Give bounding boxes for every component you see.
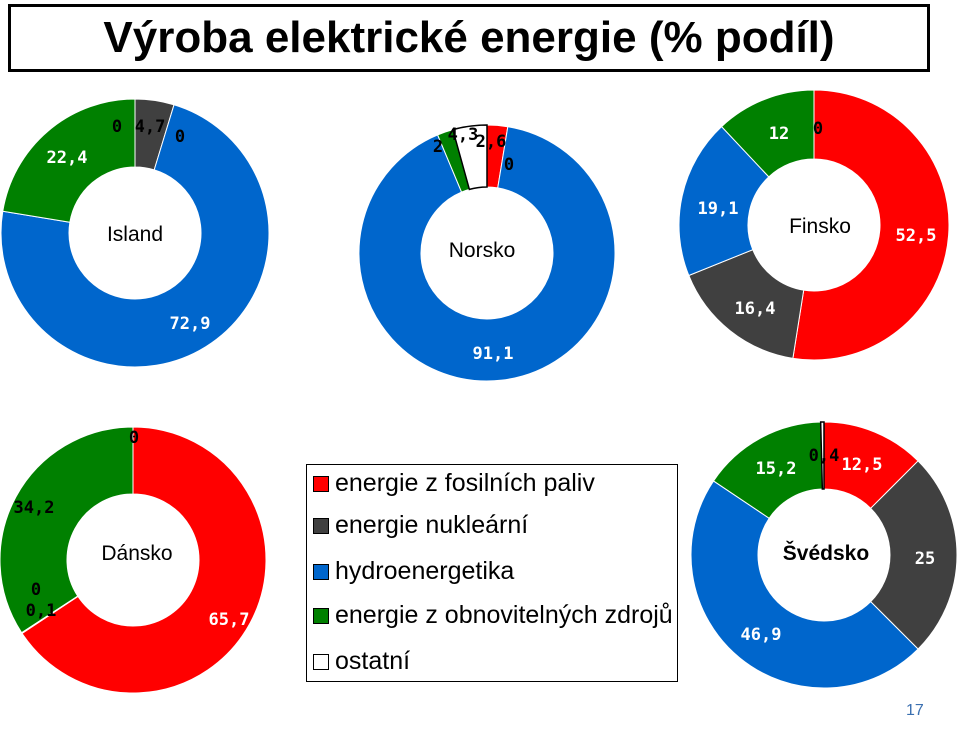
slice-svedsko-hydro (690, 480, 919, 689)
data-label-island-renewable: 22,4 (47, 148, 88, 168)
data-label-dansko-other: 0 (129, 428, 139, 448)
legend-label-nuclear: energie nukleární (335, 511, 529, 539)
slice-svedsko-nuclear (869, 460, 958, 650)
donut-norsko: Norsko 2,6 0 91,1 24,3 (358, 124, 616, 382)
data-label-norsko-other: 4,3 (448, 125, 479, 145)
page-title: Výroba elektrické energie (% podíl) (103, 13, 835, 62)
slice-norsko-other (451, 124, 488, 191)
data-label-svedsko-other: 0,4 (809, 446, 840, 466)
data-label-finsko-renewable: 12 (769, 124, 789, 144)
legend-swatch-hydro (313, 563, 329, 580)
data-label-norsko-hydro: 91,1 (473, 344, 514, 364)
donut-finsko: Finsko 52,5 16,4 19,1 12 0 (678, 89, 950, 361)
data-label-finsko-fossil: 52,5 (896, 226, 937, 246)
legend-label-other: ostatní (335, 647, 411, 675)
legend-item-fossil: energie z fosilních paliv (313, 469, 595, 498)
slice-svedsko-other (819, 421, 825, 490)
data-label-island-other: 0 (175, 127, 185, 147)
donut-island: Island 0 4,7 72,9 22,4 0 (0, 98, 270, 368)
title-box: Výroba elektrické energie (% podíl) (8, 4, 930, 72)
legend-swatch-other (313, 653, 329, 670)
donut-title-dansko: Dánsko (101, 542, 172, 565)
donut-title-norsko: Norsko (449, 239, 516, 262)
data-label-dansko-hydro: 0,1 (26, 601, 57, 621)
legend-swatch-nuclear (313, 517, 329, 534)
legend-label-renewable: energie z obnovitelných zdrojů (335, 601, 673, 629)
data-label-norsko-fossil: 2,6 (476, 132, 507, 152)
data-label-norsko-renewable: 2 (433, 137, 443, 157)
data-label-island-hydro: 72,9 (170, 314, 211, 334)
data-label-dansko-nuclear: 0 (31, 580, 41, 600)
data-label-finsko-hydro: 19,1 (698, 199, 739, 219)
legend-label-fossil: energie z fosilních paliv (335, 469, 595, 497)
data-label-finsko-nuclear: 16,4 (735, 299, 776, 319)
page-number-text: 17 (906, 702, 924, 719)
data-label-island-nuclear: 4,7 (135, 117, 166, 137)
legend-swatch-renewable (313, 607, 329, 624)
legend-item-hydro: hydroenergetika (313, 557, 514, 586)
data-label-svedsko-renewable: 15,2 (756, 459, 797, 479)
data-label-svedsko-fossil: 12,5 (842, 455, 883, 475)
data-label-norsko-nuclear: 0 (504, 155, 514, 175)
data-label-dansko-fossil: 65,7 (209, 610, 250, 630)
donut-title-island: Island (107, 223, 163, 246)
slice-finsko-fossil (792, 89, 950, 361)
legend-swatch-fossil (313, 475, 329, 492)
data-label-svedsko-hydro: 46,9 (741, 625, 782, 645)
slice-island-hydro (0, 104, 270, 368)
slice-island-renewable (2, 98, 136, 223)
legend-item-other: ostatní (313, 647, 410, 676)
legend-item-nuclear: energie nukleární (313, 511, 528, 540)
data-label-island-fossil: 0 (112, 117, 122, 137)
data-label-svedsko-nuclear: 25 (915, 549, 935, 569)
slice-dansko-fossil (21, 426, 267, 694)
slice-finsko-renewable (720, 89, 815, 178)
legend-item-renewable: energie z obnovitelných zdrojů (313, 601, 673, 630)
donut-title-svedsko: Švédsko (783, 541, 869, 565)
donut-title-finsko: Finsko (789, 215, 851, 238)
legend-label-hydro: hydroenergetika (335, 557, 515, 585)
donut-svedsko: Švédsko 12,5 25 46,9 15,2 0,4 (690, 421, 958, 689)
legend: energie z fosilních paliv energie nukleá… (306, 464, 678, 682)
data-label-dansko-renewable: 34,2 (14, 498, 55, 518)
data-label-finsko-other: 0 (813, 119, 823, 139)
slice-finsko-hydro (678, 125, 770, 277)
page-number: 17 (876, 700, 956, 724)
slice-norsko-hydro (358, 126, 616, 382)
slice-dansko-renewable (0, 426, 134, 634)
